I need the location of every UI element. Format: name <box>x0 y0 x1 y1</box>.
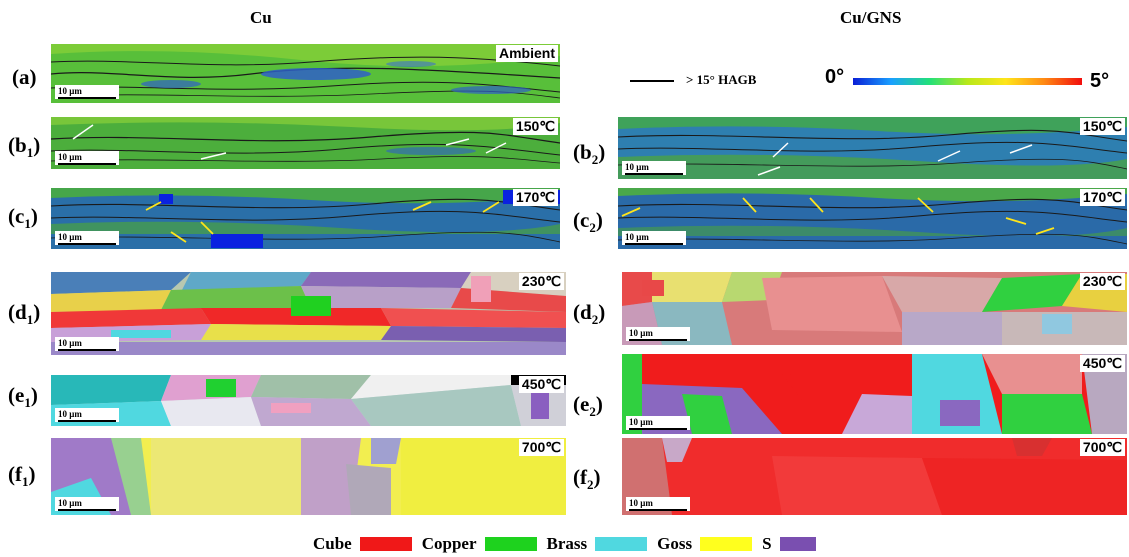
hagb-line-symbol <box>630 80 674 82</box>
column-title-cu: Cu <box>250 8 272 27</box>
legend-label-brass: Brass <box>546 534 588 553</box>
texture-map-e2: 450℃ 10 μm <box>622 354 1127 434</box>
panel-label-a: (a) <box>12 65 37 89</box>
panel-label-e2: (e2) <box>573 392 603 420</box>
condition-label-e1: 450℃ <box>518 376 564 393</box>
legend-label-copper: Copper <box>421 534 477 553</box>
colorbar-max-label: 5° <box>1090 70 1110 92</box>
panel-label-f1: (f1) <box>8 462 36 490</box>
condition-label-c1: 170℃ <box>512 189 558 206</box>
condition-label-f1: 700℃ <box>518 439 564 456</box>
condition-label-f2: 700℃ <box>1079 439 1125 456</box>
condition-label-b1: 150℃ <box>512 118 558 135</box>
texture-map-f2: 700℃ 10 μm <box>622 438 1127 515</box>
condition-label-b2: 150℃ <box>1079 118 1125 135</box>
texture-legend: Cube Copper Brass Goss S <box>313 534 826 554</box>
condition-label-e2: 450℃ <box>1079 355 1125 372</box>
hagb-legend-label: > 15° HAGB <box>686 72 757 87</box>
legend-label-s: S <box>762 534 772 553</box>
panel-label-d2: (d2) <box>573 300 606 328</box>
kam-map-c2: 170℃ 10 μm <box>618 188 1127 249</box>
texture-map-f1: 700℃ 10 μm <box>51 438 566 515</box>
panel-label-c2: (c2) <box>573 208 603 236</box>
texture-map-e1: 450℃ 10 μm <box>51 375 566 426</box>
kam-map-a: Ambient 10 μm <box>51 44 560 103</box>
scale-bar-c1: 10 μm <box>55 231 119 245</box>
texture-map-d1: 230℃ 10 μm <box>51 272 566 355</box>
colorbar-min-label: 0° <box>825 66 845 88</box>
condition-label-d1: 230℃ <box>518 273 564 290</box>
legend-swatch-red <box>359 537 412 551</box>
scale-bar-d2: 10 μm <box>626 327 690 341</box>
scale-bar-d1: 10 μm <box>55 337 119 351</box>
scale-bar-e2: 10 μm <box>626 416 690 430</box>
panel-label-c1: (c1) <box>8 204 38 232</box>
texture-map-d2: 230℃ 10 μm <box>622 272 1127 345</box>
condition-label-d2: 230℃ <box>1079 273 1125 290</box>
scale-bar-b1: 10 μm <box>55 151 119 165</box>
column-title-cu-gns: Cu/GNS <box>840 8 902 27</box>
panel-label-f2: (f2) <box>573 465 601 493</box>
legend-label-goss: Goss <box>657 534 693 553</box>
scale-bar-c2: 10 μm <box>622 231 686 245</box>
kam-map-b1: 150℃ 10 μm <box>51 117 560 169</box>
legend-swatch-green <box>484 537 537 551</box>
kam-map-c1: 170℃ 10 μm <box>51 188 560 249</box>
legend-swatch-cyan <box>595 537 648 551</box>
kam-map-b2: 150℃ 10 μm <box>618 117 1127 179</box>
legend-swatch-purple <box>779 537 816 551</box>
kam-colorbar <box>853 78 1082 85</box>
scale-bar-b2: 10 μm <box>622 161 686 175</box>
panel-label-b1: (b1) <box>8 133 41 161</box>
panel-label-e1: (e1) <box>8 383 38 411</box>
condition-label-c2: 170℃ <box>1079 189 1125 206</box>
scale-bar-f1: 10 μm <box>55 497 119 511</box>
panel-label-d1: (d1) <box>8 300 41 328</box>
legend-label-cube: Cube <box>313 534 352 553</box>
panel-label-b2: (b2) <box>573 140 606 168</box>
legend-swatch-yellow <box>700 537 753 551</box>
scale-bar-e1: 10 μm <box>55 408 119 422</box>
condition-label-a: Ambient <box>496 45 558 62</box>
scale-bar-a: 10 μm <box>55 85 119 99</box>
scale-bar-f2: 10 μm <box>626 497 690 511</box>
